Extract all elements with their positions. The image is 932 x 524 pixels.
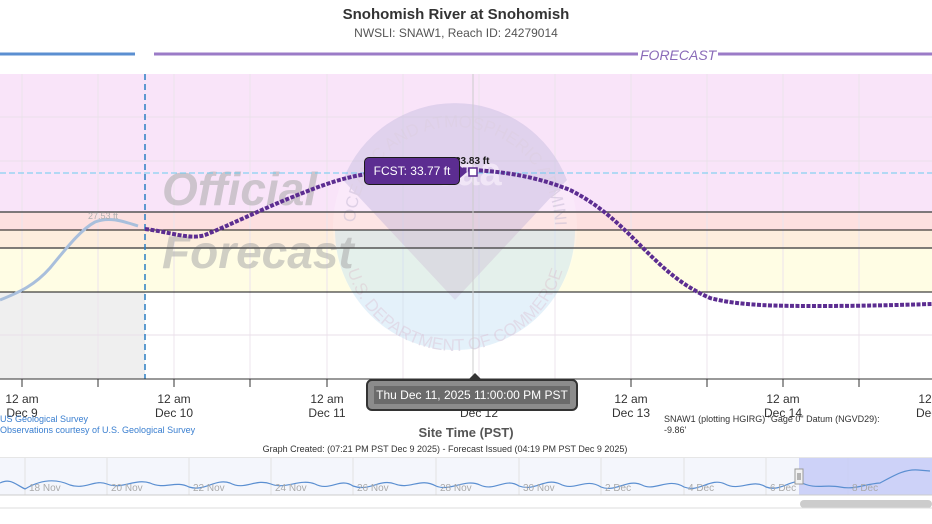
- forecast-tooltip-text: FCST: 33.77 ft: [373, 164, 451, 178]
- major-flood-zone: [0, 74, 932, 212]
- data-credits: US Geological Survey Observations courte…: [0, 414, 195, 436]
- navigator-scrollbar[interactable]: [800, 500, 932, 508]
- navigator-label: 24 Nov: [275, 483, 307, 494]
- forecast-peak-label: 33.83 ft: [455, 156, 490, 167]
- credit-link-observations[interactable]: Observations courtesy of U.S. Geological…: [0, 425, 196, 435]
- tooltip-arrow: [468, 373, 482, 380]
- crosshair-time-text: Thu Dec 11, 2025 11:00:00 PM PST: [374, 386, 570, 404]
- navigator[interactable]: [0, 457, 932, 509]
- chart-title: Snohomish River at Snohomish: [342, 6, 570, 23]
- x-tick-label: 12 am Dec 10: [154, 392, 194, 420]
- forecast-point-marker[interactable]: [468, 167, 478, 177]
- forecast-tooltip: FCST: 33.77 ft: [364, 157, 467, 185]
- navigator-series: [0, 469, 931, 490]
- x-axis-title: Site Time (PST): [418, 425, 514, 440]
- official-watermark-text: Official: [162, 163, 318, 215]
- x-tick-label: 12 am Dec 11: [308, 392, 346, 420]
- chart-subtitle: NWSLI: SNAW1, Reach ID: 24279014: [354, 26, 558, 40]
- minor-flood-zone: [0, 230, 932, 248]
- navigator-label: 18 Nov: [29, 483, 61, 494]
- navigator-label: 26 Nov: [357, 483, 389, 494]
- observed-peak-label: 27.53 ft: [88, 211, 119, 221]
- horizontal-gridlines: [0, 116, 932, 336]
- observed-series: [0, 218, 139, 302]
- navigator-label: 20 Nov: [111, 483, 143, 494]
- navigator-selection[interactable]: [799, 458, 932, 495]
- credit-link-usgs[interactable]: US Geological Survey: [0, 414, 89, 424]
- tooltip-arrow: [460, 166, 467, 178]
- action-zone: [0, 248, 932, 292]
- navigator-label: 2 Dec: [605, 483, 632, 494]
- moderate-flood-zone: [0, 212, 932, 230]
- navigator-label: 30 Nov: [523, 483, 555, 494]
- graph-created-note: Graph Created: (07:21 PM PST Dec 9 2025)…: [262, 444, 628, 454]
- x-tick-label: 12 am Dec 14: [763, 392, 803, 420]
- navigator-label: 22 Nov: [193, 483, 225, 494]
- datum-note: SNAW1 (plotting HGIRG) "Gage 0" Datum (N…: [664, 414, 880, 435]
- crosshair-time-tooltip: Thu Dec 11, 2025 11:00:00 PM PST: [366, 373, 578, 411]
- x-tick-label: 12 am Dec 13: [611, 392, 651, 420]
- navigator-label: 4 Dec: [688, 483, 715, 494]
- forecast-watermark-text: Forecast: [162, 226, 355, 278]
- vertical-gridlines: [21, 74, 860, 379]
- x-tick-label: 12 am Dec 9: [5, 392, 39, 420]
- forecast-series: [144, 167, 932, 309]
- navigator-handle[interactable]: [794, 468, 804, 485]
- navigator-label: 28 Nov: [440, 483, 472, 494]
- forecast-band-label: FORECAST: [638, 47, 719, 63]
- navigator-label: 6 Dec: [770, 483, 797, 494]
- navigator-label: 8 Dec: [852, 483, 879, 494]
